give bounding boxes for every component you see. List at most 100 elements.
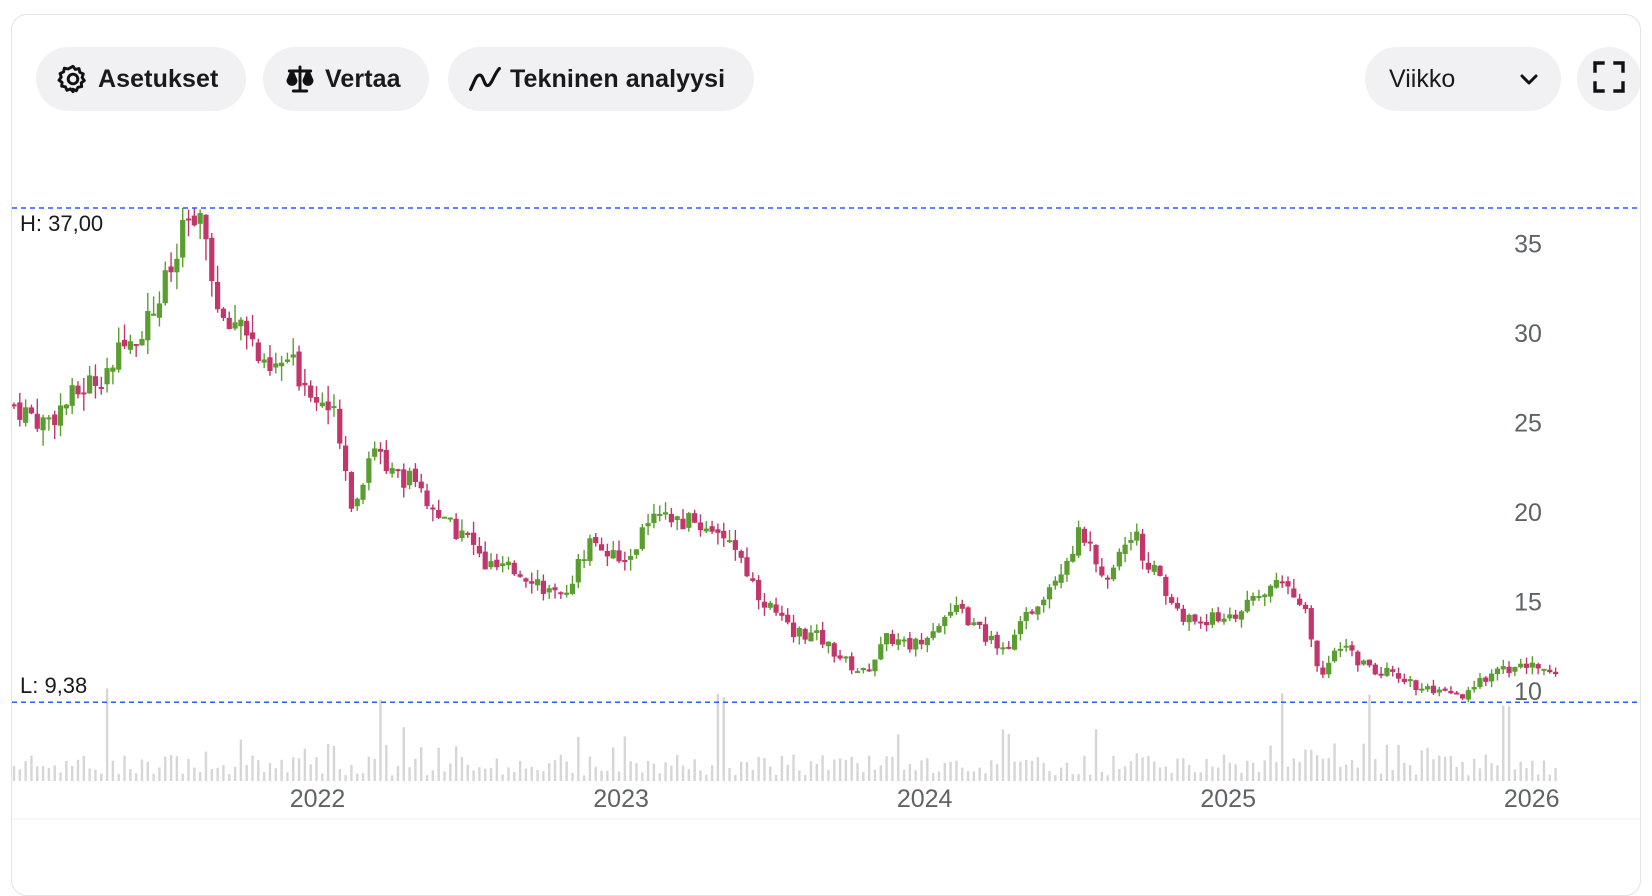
candle[interactable] [377,448,384,452]
candle[interactable] [569,583,576,594]
candle[interactable] [1547,669,1553,673]
candle[interactable] [1500,666,1506,670]
candle[interactable] [965,607,971,626]
candle[interactable] [1279,581,1285,584]
candle[interactable] [860,668,866,671]
candle[interactable] [401,469,407,488]
candle[interactable] [348,472,355,509]
candle[interactable] [598,544,605,551]
candle[interactable] [75,385,81,395]
candle[interactable] [104,368,110,385]
candle[interactable] [628,556,634,560]
candle[interactable] [151,313,157,316]
candle[interactable] [849,656,855,671]
candle[interactable] [895,639,901,645]
candle[interactable] [721,530,727,539]
candle[interactable] [884,633,890,645]
candle[interactable] [1058,574,1064,583]
candle[interactable] [971,622,977,626]
candle[interactable] [913,638,919,650]
candle[interactable] [308,385,314,398]
candle[interactable] [1233,614,1239,619]
candle[interactable] [761,601,768,608]
candle[interactable] [81,392,87,395]
candle[interactable] [482,551,488,570]
candle[interactable] [517,574,523,577]
candle[interactable] [948,611,954,616]
candle[interactable] [436,510,442,518]
candle[interactable] [267,357,273,372]
candle[interactable] [657,513,663,516]
candle[interactable] [12,404,17,407]
candle[interactable] [1518,663,1524,668]
candle[interactable] [1215,612,1221,622]
candle[interactable] [1465,690,1471,700]
candle[interactable] [203,214,209,240]
candle[interactable] [779,612,785,616]
candle[interactable] [1512,666,1518,672]
candle[interactable] [185,218,192,221]
candle[interactable] [1320,667,1326,675]
candle[interactable] [1291,588,1297,598]
candle[interactable] [1331,650,1338,662]
candle[interactable] [662,512,669,515]
candle[interactable] [1355,651,1361,666]
candle[interactable] [1035,606,1041,615]
candle[interactable] [1238,611,1245,620]
candle[interactable] [1041,599,1047,606]
candle[interactable] [831,643,837,657]
candle[interactable] [575,559,581,583]
candle[interactable] [924,637,930,646]
candle[interactable] [1145,562,1151,570]
candle[interactable] [1390,669,1396,672]
candle[interactable] [470,532,477,545]
candle[interactable] [511,562,517,575]
candle[interactable] [162,270,168,304]
candle[interactable] [1494,668,1501,674]
candle[interactable] [180,219,186,258]
candle[interactable] [453,518,459,539]
candle[interactable] [680,518,686,530]
candle[interactable] [325,401,331,411]
candle[interactable] [23,407,29,423]
candle[interactable] [1366,659,1373,666]
candle[interactable] [802,628,808,640]
candle[interactable] [1087,541,1093,544]
candle[interactable] [1186,614,1192,623]
candle[interactable] [1459,694,1466,699]
compare-button[interactable]: Vertaa [263,47,429,111]
candle[interactable] [494,559,500,568]
candle[interactable] [500,563,506,567]
candle[interactable] [523,578,529,582]
candle[interactable] [1349,645,1355,651]
candle[interactable] [1430,685,1437,694]
candle[interactable] [767,603,773,608]
candle[interactable] [1221,618,1227,622]
candle[interactable] [1273,579,1279,588]
candle[interactable] [1093,544,1099,565]
candle[interactable] [1244,599,1250,612]
candle[interactable] [354,498,360,507]
candle[interactable] [668,513,674,523]
candle[interactable] [249,332,256,340]
candle[interactable] [639,527,645,550]
candle[interactable] [1064,560,1070,575]
candle[interactable] [750,578,756,581]
candle[interactable] [98,386,104,389]
candle[interactable] [552,587,558,591]
candle[interactable] [116,342,122,370]
candle[interactable] [1285,581,1291,587]
candle[interactable] [546,588,552,593]
candle[interactable] [1139,533,1146,561]
candle[interactable] [936,626,942,633]
candle[interactable] [261,359,267,363]
candle[interactable] [1006,646,1012,649]
candle[interactable] [87,375,93,394]
candle[interactable] [953,605,960,612]
candle[interactable] [34,413,40,429]
candle[interactable] [244,320,250,336]
candle[interactable] [1169,597,1175,603]
candle[interactable] [145,310,151,341]
candle[interactable] [1017,621,1024,635]
candle[interactable] [488,561,494,568]
